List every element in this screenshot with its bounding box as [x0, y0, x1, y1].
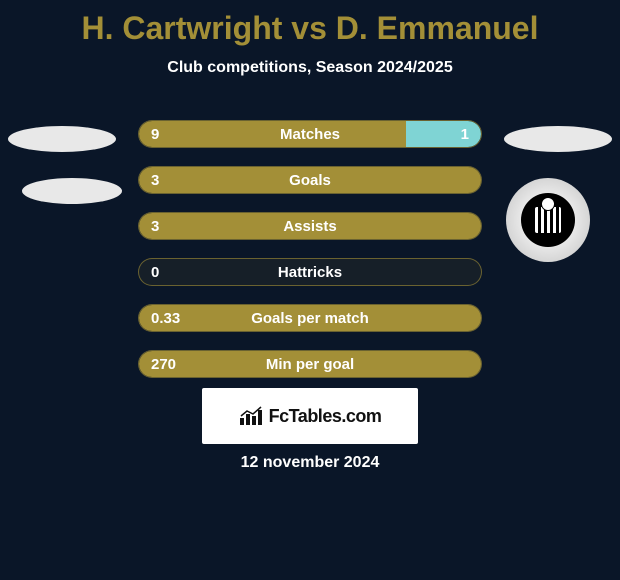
stat-row: 3Assists: [138, 212, 482, 240]
stat-label: Goals per match: [139, 305, 481, 332]
stat-row: 270Min per goal: [138, 350, 482, 378]
player2-club-badge: [506, 178, 590, 262]
branding-text: FcTables.com: [269, 406, 382, 427]
stat-label: Matches: [139, 121, 481, 148]
club-badge-inner: [521, 193, 575, 247]
stat-label: Hattricks: [139, 259, 481, 286]
branding-box: FcTables.com: [202, 388, 418, 444]
player2-name: D. Emmanuel: [336, 10, 539, 46]
stat-label: Min per goal: [139, 351, 481, 378]
stat-row: 9Matches1: [138, 120, 482, 148]
stat-label: Goals: [139, 167, 481, 194]
player1-club-placeholder: [22, 178, 122, 204]
stat-row: 0Hattricks: [138, 258, 482, 286]
player1-name: H. Cartwright: [82, 10, 283, 46]
subtitle: Club competitions, Season 2024/2025: [0, 59, 620, 77]
comparison-title: H. Cartwright vs D. Emmanuel: [0, 0, 620, 47]
vs-separator: vs: [291, 10, 327, 46]
stat-label: Assists: [139, 213, 481, 240]
footer-date: 12 november 2024: [0, 454, 620, 472]
club-badge-ball-icon: [541, 197, 555, 211]
player2-photo-placeholder: [504, 126, 612, 152]
stat-bars: 9Matches1 3Goals 3Assists 0Hattricks 0.33Goa…: [138, 120, 482, 396]
stat-right-value: 1: [461, 121, 469, 148]
stat-row: 0.33Goals per match: [138, 304, 482, 332]
stat-row: 3Goals: [138, 166, 482, 194]
player1-photo-placeholder: [8, 126, 116, 152]
branding-chart-icon: [239, 406, 265, 426]
